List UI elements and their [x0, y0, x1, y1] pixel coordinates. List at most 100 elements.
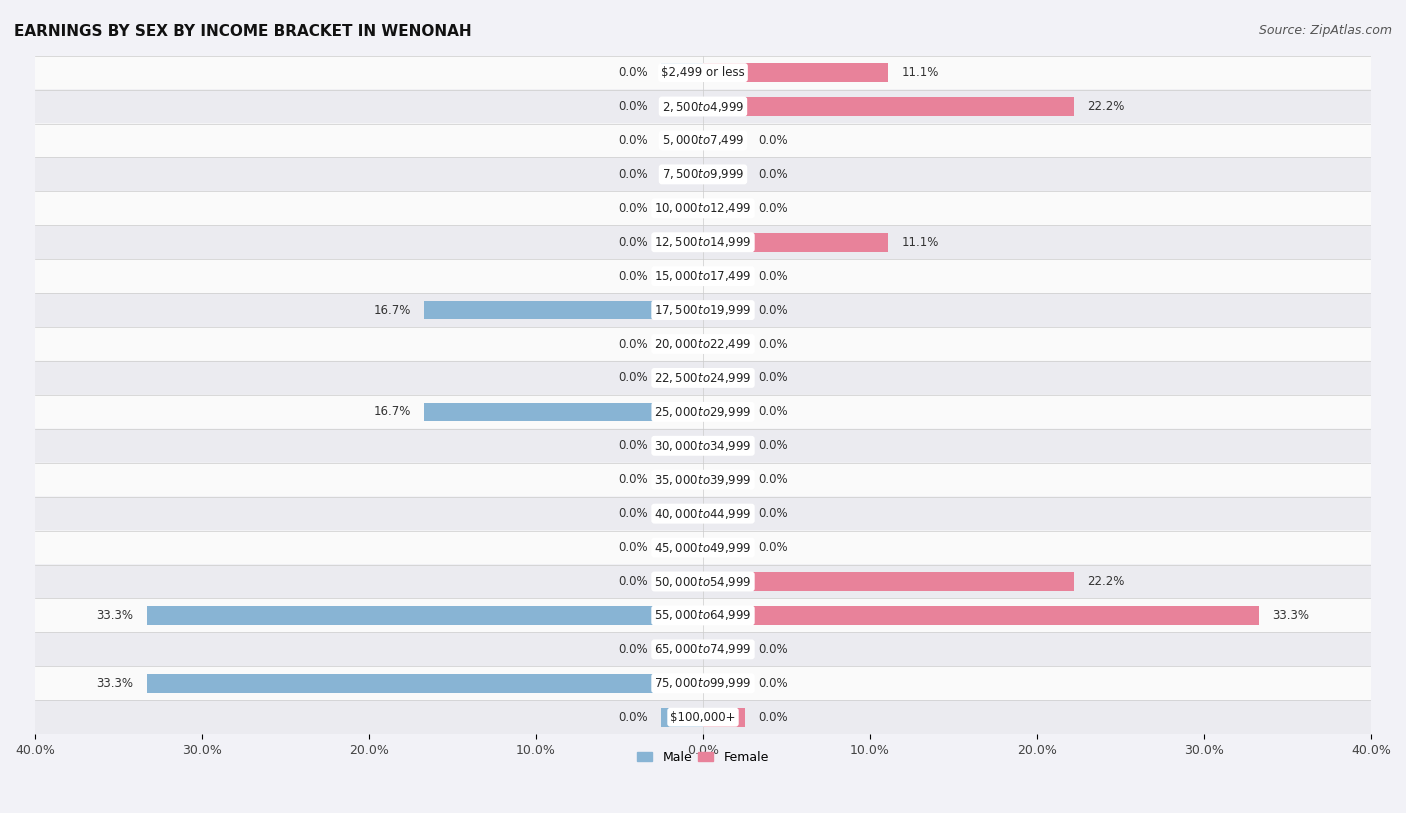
FancyBboxPatch shape	[35, 531, 1371, 564]
Text: 11.1%: 11.1%	[901, 66, 939, 79]
FancyBboxPatch shape	[35, 89, 1371, 124]
Bar	[661, 572, 703, 591]
Text: 33.3%: 33.3%	[97, 609, 134, 622]
Text: $17,500 to $19,999: $17,500 to $19,999	[654, 303, 752, 317]
Text: 0.0%: 0.0%	[758, 507, 787, 520]
Text: 0.0%: 0.0%	[619, 575, 648, 588]
Text: 0.0%: 0.0%	[758, 270, 787, 283]
Text: Source: ZipAtlas.com: Source: ZipAtlas.com	[1258, 24, 1392, 37]
Bar	[703, 708, 745, 727]
Bar	[703, 437, 745, 455]
FancyBboxPatch shape	[35, 361, 1371, 395]
Bar	[703, 165, 745, 184]
FancyBboxPatch shape	[35, 667, 1371, 700]
Text: 0.0%: 0.0%	[758, 711, 787, 724]
FancyBboxPatch shape	[35, 259, 1371, 293]
FancyBboxPatch shape	[35, 55, 1371, 89]
Bar	[703, 674, 745, 693]
Text: $2,500 to $4,999: $2,500 to $4,999	[662, 99, 744, 114]
Bar	[661, 199, 703, 218]
FancyBboxPatch shape	[35, 225, 1371, 259]
Text: $75,000 to $99,999: $75,000 to $99,999	[654, 676, 752, 690]
Text: 0.0%: 0.0%	[758, 337, 787, 350]
Text: 11.1%: 11.1%	[901, 236, 939, 249]
Bar	[703, 368, 745, 387]
FancyBboxPatch shape	[35, 497, 1371, 531]
Bar	[703, 301, 745, 320]
Bar	[661, 98, 703, 116]
Text: $15,000 to $17,499: $15,000 to $17,499	[654, 269, 752, 283]
Text: 0.0%: 0.0%	[758, 541, 787, 554]
Bar	[661, 267, 703, 285]
FancyBboxPatch shape	[35, 158, 1371, 191]
Text: 16.7%: 16.7%	[374, 406, 411, 419]
FancyBboxPatch shape	[35, 564, 1371, 598]
Text: 0.0%: 0.0%	[758, 406, 787, 419]
Legend: Male, Female: Male, Female	[633, 746, 773, 768]
Bar	[146, 606, 703, 624]
Text: 0.0%: 0.0%	[619, 270, 648, 283]
Text: EARNINGS BY SEX BY INCOME BRACKET IN WENONAH: EARNINGS BY SEX BY INCOME BRACKET IN WEN…	[14, 24, 471, 39]
Text: 0.0%: 0.0%	[758, 303, 787, 316]
Bar	[703, 63, 889, 82]
FancyBboxPatch shape	[35, 327, 1371, 361]
FancyBboxPatch shape	[35, 124, 1371, 158]
Text: $25,000 to $29,999: $25,000 to $29,999	[654, 405, 752, 419]
FancyBboxPatch shape	[35, 293, 1371, 327]
Text: 33.3%: 33.3%	[1272, 609, 1309, 622]
Bar	[703, 233, 889, 251]
Text: $5,000 to $7,499: $5,000 to $7,499	[662, 133, 744, 147]
Text: $55,000 to $64,999: $55,000 to $64,999	[654, 608, 752, 623]
Text: 0.0%: 0.0%	[758, 643, 787, 656]
Bar	[661, 131, 703, 150]
Bar	[703, 504, 745, 523]
Bar	[661, 471, 703, 489]
Text: $45,000 to $49,999: $45,000 to $49,999	[654, 541, 752, 554]
Text: 22.2%: 22.2%	[1087, 100, 1125, 113]
Text: 0.0%: 0.0%	[619, 372, 648, 385]
Text: 22.2%: 22.2%	[1087, 575, 1125, 588]
Bar	[661, 368, 703, 387]
Bar	[703, 199, 745, 218]
Bar	[703, 538, 745, 557]
Text: $7,500 to $9,999: $7,500 to $9,999	[662, 167, 744, 181]
Bar	[661, 640, 703, 659]
Text: 0.0%: 0.0%	[758, 202, 787, 215]
Text: $10,000 to $12,499: $10,000 to $12,499	[654, 202, 752, 215]
Bar	[703, 572, 1074, 591]
Bar	[425, 402, 703, 421]
Bar	[661, 437, 703, 455]
Text: $2,499 or less: $2,499 or less	[661, 66, 745, 79]
Text: $20,000 to $22,499: $20,000 to $22,499	[654, 337, 752, 351]
Bar	[661, 233, 703, 251]
Text: 0.0%: 0.0%	[758, 473, 787, 486]
FancyBboxPatch shape	[35, 395, 1371, 428]
Bar	[703, 335, 745, 354]
Text: 33.3%: 33.3%	[97, 676, 134, 689]
Bar	[661, 63, 703, 82]
Text: 0.0%: 0.0%	[619, 168, 648, 180]
Text: 0.0%: 0.0%	[619, 134, 648, 147]
Text: 0.0%: 0.0%	[758, 134, 787, 147]
FancyBboxPatch shape	[35, 463, 1371, 497]
Bar	[703, 640, 745, 659]
FancyBboxPatch shape	[35, 191, 1371, 225]
Text: 0.0%: 0.0%	[619, 643, 648, 656]
Text: $40,000 to $44,999: $40,000 to $44,999	[654, 506, 752, 520]
FancyBboxPatch shape	[35, 633, 1371, 667]
Text: 0.0%: 0.0%	[758, 372, 787, 385]
Bar	[703, 267, 745, 285]
Text: 0.0%: 0.0%	[619, 473, 648, 486]
Bar	[661, 335, 703, 354]
Text: 0.0%: 0.0%	[758, 676, 787, 689]
Text: $22,500 to $24,999: $22,500 to $24,999	[654, 371, 752, 385]
Text: 0.0%: 0.0%	[619, 439, 648, 452]
Text: $50,000 to $54,999: $50,000 to $54,999	[654, 575, 752, 589]
Bar	[146, 674, 703, 693]
Bar	[661, 708, 703, 727]
Text: 0.0%: 0.0%	[619, 66, 648, 79]
Bar	[703, 471, 745, 489]
Text: $30,000 to $34,999: $30,000 to $34,999	[654, 439, 752, 453]
Bar	[661, 538, 703, 557]
Bar	[703, 131, 745, 150]
